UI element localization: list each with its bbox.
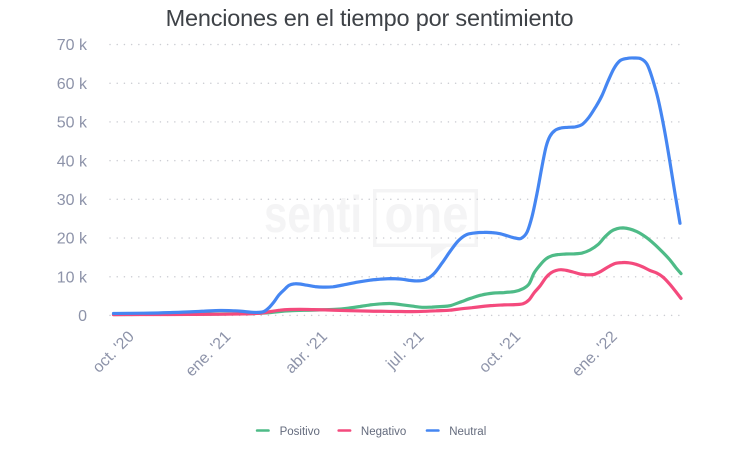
svg-text:40 k: 40 k (57, 153, 88, 170)
svg-text:60 k: 60 k (57, 76, 88, 93)
svg-text:Neutral: Neutral (449, 426, 486, 438)
svg-text:30 k: 30 k (57, 192, 88, 209)
svg-text:Negativo: Negativo (361, 426, 406, 438)
svg-text:0: 0 (78, 308, 87, 325)
svg-text:10 k: 10 k (57, 269, 88, 286)
svg-text:senti: senti (264, 186, 362, 244)
svg-text:20 k: 20 k (57, 231, 88, 248)
svg-text:one: one (385, 186, 469, 244)
svg-text:70 k: 70 k (57, 37, 88, 54)
svg-text:Menciones en el tiempo por sen: Menciones en el tiempo por sentimiento (166, 5, 574, 31)
svg-text:50 k: 50 k (57, 115, 88, 132)
svg-text:Positivo: Positivo (280, 426, 320, 438)
